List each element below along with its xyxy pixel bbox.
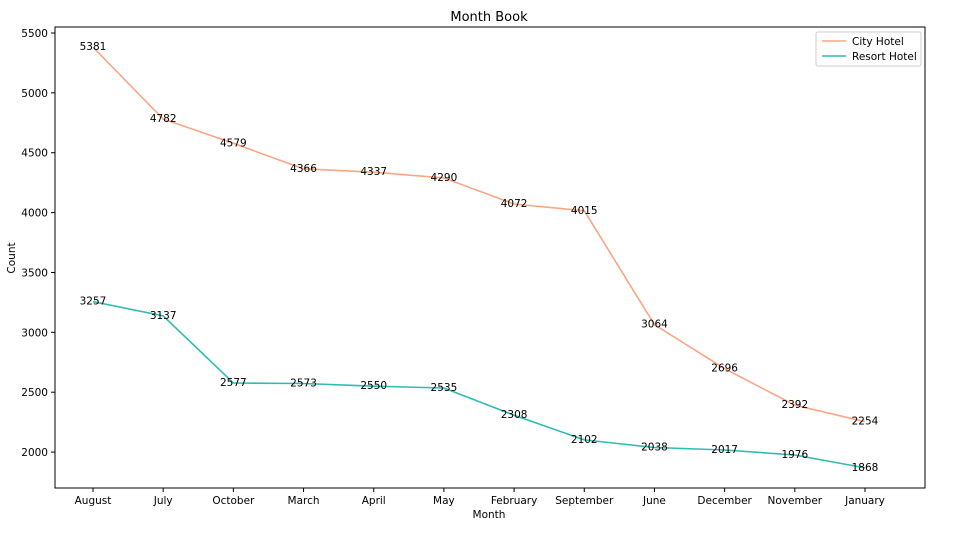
data-label: 4290 — [431, 172, 458, 184]
data-label: 2696 — [711, 363, 738, 375]
y-tick-label: 4500 — [21, 148, 48, 160]
data-label: 4579 — [220, 137, 247, 149]
data-label: 4782 — [150, 113, 177, 125]
data-label: 2550 — [360, 380, 387, 392]
y-tick-label: 5500 — [21, 28, 48, 40]
y-tick-label: 3500 — [21, 267, 48, 279]
data-label: 4337 — [360, 166, 387, 178]
data-label: 2017 — [711, 444, 738, 456]
x-tick-label: May — [433, 495, 455, 507]
legend-label-city-hotel: City Hotel — [852, 36, 904, 48]
data-label: 2573 — [290, 377, 317, 389]
data-label: 2308 — [501, 409, 528, 421]
x-tick-label: August — [75, 495, 112, 507]
series-line-resort-hotel — [92, 300, 866, 469]
data-label: 2038 — [641, 442, 668, 454]
chart-title: Month Book — [450, 10, 528, 25]
y-axis: 2000 2500 3000 3500 4000 4500 5000 5500 — [21, 28, 55, 459]
y-tick-label: 2000 — [21, 447, 48, 459]
x-tick-label: October — [212, 495, 255, 507]
legend-label-resort-hotel: Resort Hotel — [852, 51, 917, 63]
y-tick-label: 3000 — [21, 327, 48, 339]
legend: City Hotel Resort Hotel — [815, 31, 922, 67]
x-tick-label: September — [555, 495, 614, 507]
y-tick-label: 4000 — [21, 208, 48, 220]
data-label: 2392 — [781, 399, 808, 411]
x-tick-label: June — [642, 495, 666, 507]
x-axis-label: Month — [473, 509, 506, 521]
x-tick-label: November — [768, 495, 823, 507]
x-tick-label: July — [153, 495, 173, 507]
data-label: 2102 — [571, 434, 598, 446]
data-label: 1976 — [781, 449, 808, 461]
data-label: 4015 — [571, 205, 598, 217]
x-tick-label: April — [362, 495, 386, 507]
data-label: 1868 — [852, 462, 879, 474]
x-tick-label: March — [288, 495, 320, 507]
y-tick-label: 2500 — [21, 387, 48, 399]
data-label: 4072 — [501, 198, 528, 210]
series-line-city-hotel — [92, 46, 866, 423]
data-label: 2535 — [431, 382, 458, 394]
data-label: 3257 — [80, 296, 107, 308]
x-tick-label: February — [491, 495, 538, 507]
data-labels: 5381 4782 4579 4366 4337 4290 4072 4015 3064 2696… — [80, 41, 879, 474]
x-tick-label: January — [844, 495, 885, 507]
data-label: 5381 — [80, 41, 107, 53]
series-layer — [92, 46, 866, 469]
data-label: 3137 — [150, 310, 177, 322]
data-label: 2254 — [852, 416, 879, 428]
data-label: 2577 — [220, 377, 247, 389]
data-label: 3064 — [641, 319, 668, 331]
data-label: 4366 — [290, 163, 317, 175]
y-tick-label: 5000 — [21, 88, 48, 100]
y-axis-label: Count — [6, 242, 18, 273]
plot-frame — [54, 26, 926, 489]
x-axis: August July October March April May February Se… — [75, 488, 885, 507]
x-tick-label: December — [697, 495, 752, 507]
